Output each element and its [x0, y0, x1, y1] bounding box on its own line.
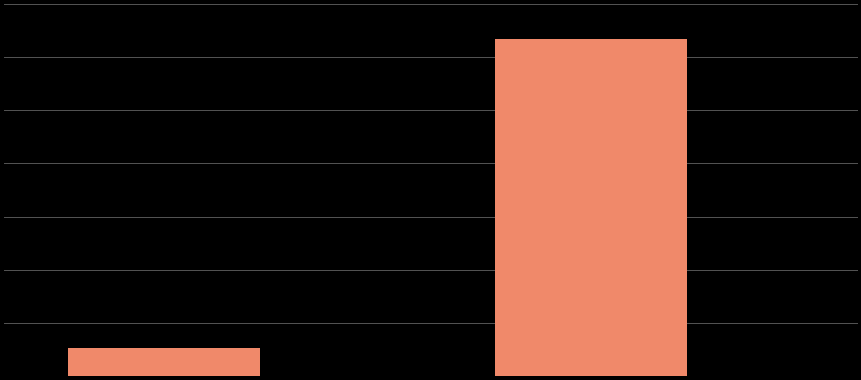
- Bar: [68, 348, 260, 376]
- Bar: [494, 39, 686, 376]
